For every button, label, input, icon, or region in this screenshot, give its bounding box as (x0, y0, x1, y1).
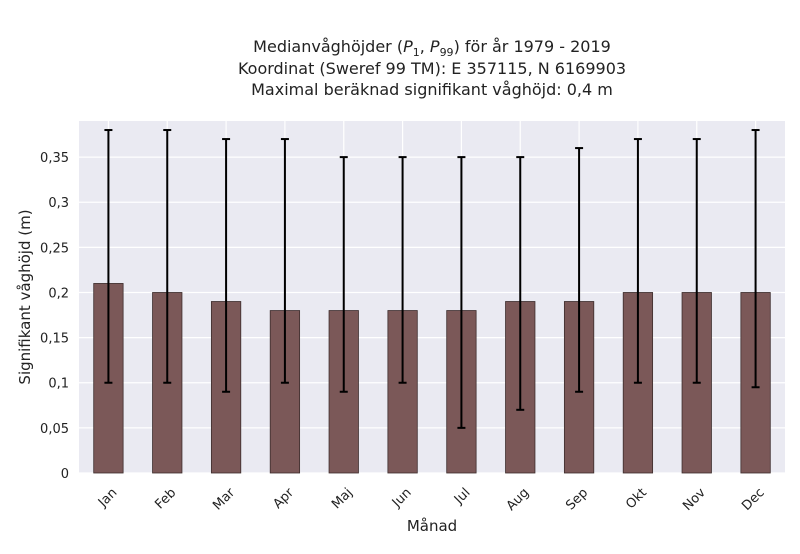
x-tick-label-sep: Sep (563, 485, 591, 513)
title-prefix: Medianvåghöjder ( (253, 37, 403, 56)
title-p1-subscript: 1 (413, 46, 420, 59)
y-tick-label: 0,2 (48, 286, 69, 301)
y-tick-label: 0,1 (48, 377, 69, 392)
error-bar-jun (398, 156, 407, 384)
error-bar-jan (104, 129, 113, 384)
y-tick-label: 0,35 (40, 151, 69, 166)
error-bar-dec (751, 129, 760, 389)
error-bar-maj (339, 156, 348, 393)
plot-area (79, 121, 785, 473)
y-tick-label: 0,3 (48, 196, 69, 211)
y-tick-label: 0,05 (40, 422, 69, 437)
x-axis-label: Månad (407, 517, 457, 535)
x-tick-label-jun: Jun (389, 485, 415, 511)
y-axis-ticks: 0 0,05 0,1 0,15 0,2 0,25 0,3 0,35 (40, 151, 69, 482)
title-p1-letter: P (403, 37, 413, 56)
error-bar-aug (516, 156, 525, 411)
error-bar-mar (222, 138, 231, 393)
error-bars (104, 129, 760, 429)
error-bar-feb (163, 129, 172, 384)
chart-title-line-2: Koordinat (Sweref 99 TM): E 357115, N 61… (238, 59, 626, 78)
y-tick-label: 0 (61, 467, 69, 482)
error-bar-nov (692, 138, 701, 384)
chart-title-line-3: Maximal beräknad signifikant våghöjd: 0,… (251, 80, 613, 99)
error-bar-okt (633, 138, 642, 384)
title-comma: , (420, 37, 430, 56)
y-axis-label: Signifikant våghöjd (m) (16, 209, 34, 384)
error-bar-apr (280, 138, 289, 384)
x-tick-label-dec: Dec (739, 485, 767, 513)
x-tick-label-apr: Apr (270, 485, 297, 512)
x-tick-label-jul: Jul (451, 485, 473, 507)
chart-title-line-1: Medianvåghöjder (P1, P99) för år 1979 - … (253, 37, 611, 59)
error-bar-sep (575, 147, 584, 393)
x-tick-label-maj: Maj (329, 485, 356, 512)
x-tick-label-aug: Aug (504, 485, 533, 514)
title-p99-subscript: 99 (440, 46, 454, 59)
error-bar-jul (457, 156, 466, 429)
x-tick-label-okt: Okt (623, 485, 650, 512)
x-tick-label-jan: Jan (95, 485, 120, 510)
title-suffix: ) för år 1979 - 2019 (454, 37, 611, 56)
y-tick-label: 0,15 (40, 332, 69, 347)
x-axis-ticks: Jan Feb Mar Apr Maj Jun Jul Aug Sep Okt Nov Dec (95, 485, 768, 514)
x-tick-label-feb: Feb (152, 485, 179, 512)
bar-apr (269, 310, 301, 474)
title-p99-letter: P (430, 37, 440, 56)
y-tick-label: 0,25 (40, 241, 69, 256)
x-tick-label-mar: Mar (210, 485, 238, 513)
x-tick-label-nov: Nov (680, 485, 709, 514)
